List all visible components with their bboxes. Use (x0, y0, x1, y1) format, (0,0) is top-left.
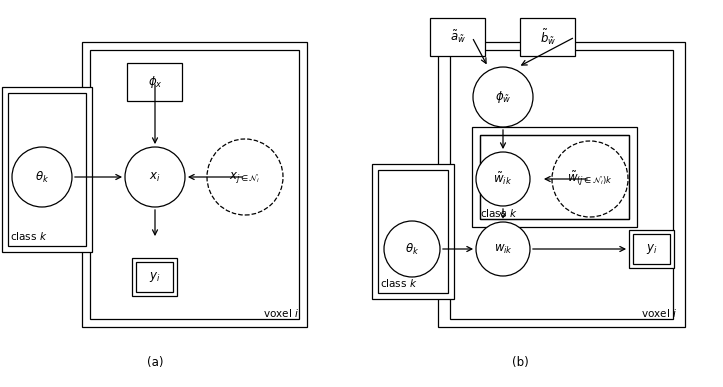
Circle shape (476, 152, 530, 206)
Circle shape (552, 141, 628, 217)
Circle shape (476, 222, 530, 276)
Bar (480, 135, 629, 219)
Text: $y_i$: $y_i$ (646, 242, 658, 256)
Text: (a): (a) (147, 356, 163, 369)
Text: $w_{ik}$: $w_{ik}$ (494, 242, 513, 255)
Bar (521, 18, 576, 56)
Text: $y_i$: $y_i$ (149, 270, 161, 284)
Text: voxel $i$: voxel $i$ (641, 307, 677, 319)
Bar (472, 127, 637, 227)
Text: class $k$: class $k$ (380, 277, 417, 289)
Text: $\theta_k$: $\theta_k$ (35, 170, 49, 185)
Bar (430, 18, 486, 56)
Bar (90, 50, 299, 319)
Bar (630, 230, 675, 268)
Text: $\tilde{w}_{ik}$: $\tilde{w}_{ik}$ (494, 171, 513, 187)
Text: $x_i$: $x_i$ (149, 170, 161, 183)
Bar (82, 42, 307, 327)
Bar (8, 93, 86, 246)
Text: $\tilde{b}_{\tilde{w}}$: $\tilde{b}_{\tilde{w}}$ (540, 27, 556, 47)
Bar (137, 262, 174, 292)
Bar (438, 42, 685, 327)
Circle shape (125, 147, 185, 207)
Text: class $k$: class $k$ (10, 230, 48, 242)
Text: voxel $i$: voxel $i$ (263, 307, 299, 319)
Bar (132, 258, 178, 296)
Bar (633, 234, 670, 264)
Circle shape (384, 221, 440, 277)
Circle shape (207, 139, 283, 215)
Circle shape (12, 147, 72, 207)
Text: $\theta_k$: $\theta_k$ (405, 241, 419, 257)
Text: $\phi_x$: $\phi_x$ (147, 74, 163, 90)
Bar (450, 50, 673, 319)
Bar (378, 170, 448, 293)
Text: class $k$: class $k$ (480, 207, 518, 219)
Bar (372, 164, 454, 299)
Bar (127, 63, 182, 101)
Bar (2, 87, 92, 252)
Text: $x_{j\in\mathcal{N}_i}$: $x_{j\in\mathcal{N}_i}$ (229, 170, 261, 185)
Circle shape (473, 67, 533, 127)
Text: $\tilde{a}_{\tilde{w}}$: $\tilde{a}_{\tilde{w}}$ (450, 29, 466, 45)
Bar (480, 135, 629, 219)
Text: (b): (b) (512, 356, 529, 369)
Text: $\phi_{\tilde{w}}$: $\phi_{\tilde{w}}$ (495, 89, 511, 105)
Text: $\tilde{w}_{(j\in\mathcal{N}_i)k}$: $\tilde{w}_{(j\in\mathcal{N}_i)k}$ (567, 170, 613, 188)
